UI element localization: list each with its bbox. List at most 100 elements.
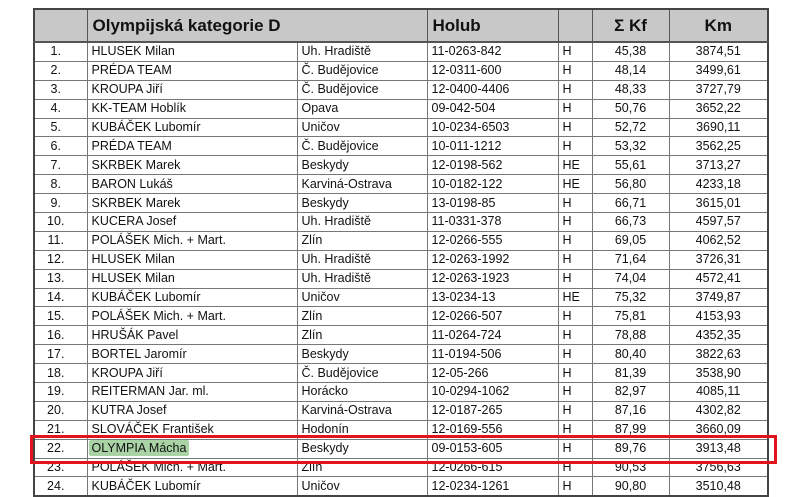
table-row: 8. BARON Lukáš Karviná-Ostrava 10-0182-122 H…	[33, 174, 769, 195]
cell-rank: 7.	[33, 155, 88, 176]
cell-city: Karviná-Ostrava	[296, 174, 428, 195]
cell-city: Hodonín	[296, 419, 428, 440]
cell-city: Zlín	[296, 306, 428, 327]
cell-rank: 9.	[33, 193, 88, 214]
cell-ring: 12-0263-1923	[426, 268, 559, 289]
cell-city: Uh. Hradiště	[296, 249, 428, 270]
cell-city: Uničov	[296, 287, 428, 308]
cell-km: 3822,63	[668, 344, 769, 365]
cell-type: H	[557, 400, 593, 421]
cell-km: 3538,90	[668, 363, 769, 384]
cell-type: H	[557, 230, 593, 251]
cell-name: KUBÁČEK Lubomír	[86, 476, 298, 497]
cell-km: 4062,52	[668, 230, 769, 251]
cell-type: H	[557, 193, 593, 214]
cell-type: H	[557, 136, 593, 157]
cell-name: BARON Lukáš	[86, 174, 298, 195]
cell-rank: 21.	[33, 419, 88, 440]
cell-city: Horácko	[296, 382, 428, 402]
cell-rank: 14.	[33, 287, 88, 308]
table-row: 16. HRUŠÁK Pavel Zlín 11-0264-724 H 78,88 4352…	[33, 325, 769, 346]
cell-ring: 09-042-504	[426, 98, 559, 119]
cell-km: 3713,27	[668, 155, 769, 176]
cell-city: Beskydy	[296, 344, 428, 365]
cell-name: HRUŠÁK Pavel	[86, 325, 298, 346]
cell-city: Č. Budějovice	[296, 136, 428, 157]
cell-kf: 82,97	[591, 382, 670, 402]
cell-ring: 10-011-1212	[426, 136, 559, 157]
cell-name: HLUSEK Milan	[86, 249, 298, 270]
cell-type: H	[557, 98, 593, 119]
cell-type: H	[557, 344, 593, 365]
cell-type: H	[557, 268, 593, 289]
cell-kf: 78,88	[591, 325, 670, 346]
cell-kf: 55,61	[591, 155, 670, 176]
cell-city: Karviná-Ostrava	[296, 400, 428, 421]
cell-name: PRÉDA TEAM	[86, 136, 298, 157]
cell-ring: 12-0400-4406	[426, 79, 559, 100]
cell-name: SKRBEK Marek	[86, 155, 298, 176]
cell-rank: 6.	[33, 136, 88, 157]
cell-km: 4597,57	[668, 212, 769, 232]
cell-rank: 11.	[33, 230, 88, 251]
cell-ring: 12-05-266	[426, 363, 559, 384]
cell-kf: 87,16	[591, 400, 670, 421]
cell-ring: 10-0182-122	[426, 174, 559, 195]
cell-rank: 2.	[33, 60, 88, 81]
table-row: 4. KK-TEAM Hoblík Opava 09-042-504 H 50,76 365…	[33, 98, 769, 119]
cell-name: SKRBEK Marek	[86, 193, 298, 214]
cell-ring: 11-0194-506	[426, 344, 559, 365]
cell-rank: 24.	[33, 476, 88, 497]
cell-km: 4302,82	[668, 400, 769, 421]
header-num	[33, 8, 88, 43]
table-row: 17. BORTEL Jaromír Beskydy 11-0194-506 H 80,4…	[33, 344, 769, 365]
cell-km: 3913,48	[668, 438, 769, 459]
cell-km: 4153,93	[668, 306, 769, 327]
table-row: 18. KROUPA Jiří Č. Budějovice 12-05-266 H 81,…	[33, 363, 769, 384]
cell-ring: 11-0263-842	[426, 41, 559, 62]
cell-rank: 1.	[33, 41, 88, 62]
header-type	[557, 8, 593, 43]
header-holub: Holub	[426, 8, 559, 43]
cell-kf: 69,05	[591, 230, 670, 251]
cell-km: 3726,31	[668, 249, 769, 270]
cell-rank: 5.	[33, 117, 88, 138]
cell-type: H	[557, 117, 593, 138]
cell-name: POLÁŠEK Mich. + Mart.	[86, 306, 298, 327]
table-row: 15. POLÁŠEK Mich. + Mart. Zlín 12-0266-507 H…	[33, 306, 769, 327]
cell-type: H	[557, 79, 593, 100]
table-row: 7. SKRBEK Marek Beskydy 12-0198-562 HE 55,61 3…	[33, 155, 769, 176]
cell-kf: 75,32	[591, 287, 670, 308]
cell-city: Zlín	[296, 230, 428, 251]
table-row: 19. REITERMAN Jar. ml. Horácko 10-0294-1062…	[33, 382, 769, 402]
cell-kf: 66,73	[591, 212, 670, 232]
cell-kf: 75,81	[591, 306, 670, 327]
table-row: 20. KUTRA Josef Karviná-Ostrava 12-0187-265…	[33, 400, 769, 421]
cell-city: Uničov	[296, 117, 428, 138]
cell-ring: 12-0198-562	[426, 155, 559, 176]
cell-city: Beskydy	[296, 155, 428, 176]
cell-city: Č. Budějovice	[296, 363, 428, 384]
cell-kf: 48,33	[591, 79, 670, 100]
header-km: Km	[668, 8, 769, 43]
cell-km: 4572,41	[668, 268, 769, 289]
cell-ring: 11-0331-378	[426, 212, 559, 232]
cell-city: Opava	[296, 98, 428, 119]
cell-ring: 12-0266-555	[426, 230, 559, 251]
cell-city: Uh. Hradiště	[296, 41, 428, 62]
cell-rank: 15.	[33, 306, 88, 327]
results-table: Olympijská kategorie D Holub Σ Kf Km 1. H…	[33, 8, 769, 497]
cell-name: POLÁŠEK Mich. + Mart.	[86, 230, 298, 251]
table-row: 3. KROUPA Jiří Č. Budějovice 12-0400-4406 H 4…	[33, 79, 769, 100]
cell-rank: 13.	[33, 268, 88, 289]
cell-name: HLUSEK Milan	[86, 41, 298, 62]
cell-km: 4352,35	[668, 325, 769, 346]
cell-rank: 18.	[33, 363, 88, 384]
cell-type: H	[557, 249, 593, 270]
cell-km: 3510,48	[668, 476, 769, 497]
cell-kf: 52,72	[591, 117, 670, 138]
table-row: 1. HLUSEK Milan Uh. Hradiště 11-0263-842 H 45…	[33, 41, 769, 62]
cell-type: H	[557, 382, 593, 402]
table-row: 22. OLYMPIA Mácha Beskydy 09-0153-605 H 89,76…	[33, 438, 769, 459]
cell-kf: 87,99	[591, 419, 670, 440]
